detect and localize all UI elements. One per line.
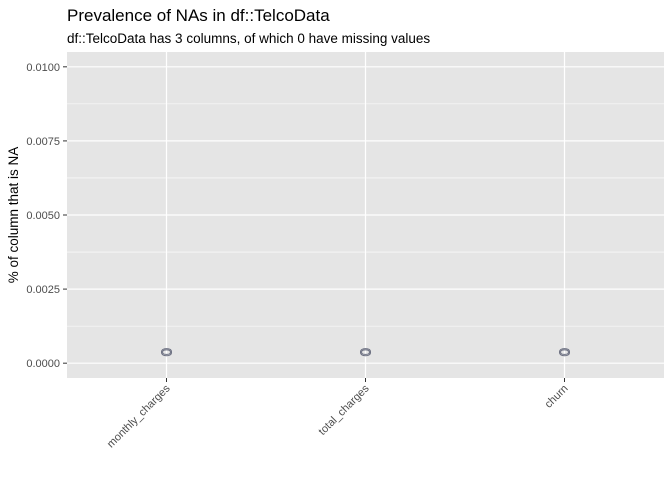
chart-subtitle: df::TelcoData has 3 columns, of which 0 … (67, 31, 430, 46)
data-labels: 0 0 0 (157, 348, 573, 357)
y-axis-label: % of column that is NA (6, 147, 21, 284)
x-tick-label-monthly_charges: monthly_charges (105, 382, 173, 450)
x-axis: monthly_charges total_charges churn (105, 378, 571, 450)
data-label-churn: 0 (556, 348, 573, 356)
y-axis: 0.0000 0.0025 0.0050 0.0075 0.0100 (26, 62, 67, 370)
y-tick-label: 0.0025 (26, 284, 60, 296)
x-tick-label-churn: churn (543, 383, 571, 411)
y-tick-label: 0.0000 (26, 358, 60, 370)
y-tick-label: 0.0050 (26, 210, 60, 222)
data-label-monthly_charges: 0 (158, 348, 175, 356)
y-tick-label: 0.0100 (26, 62, 60, 74)
x-tick-label-total_charges: total_charges (316, 382, 372, 438)
chart-title: Prevalence of NAs in df::TelcoData (67, 6, 330, 25)
data-label-total_charges: 0 (357, 348, 374, 356)
major-gridlines (67, 52, 664, 378)
y-tick-label: 0.0075 (26, 136, 60, 148)
